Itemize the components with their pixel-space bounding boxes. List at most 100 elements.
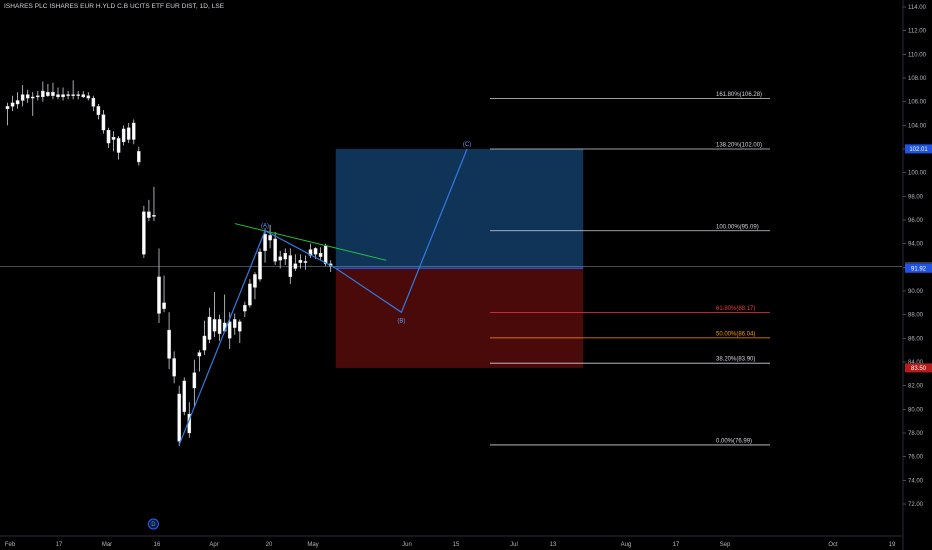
- candle-body: [147, 211, 151, 218]
- candle-body: [217, 319, 222, 334]
- price-badge-bg: [905, 144, 932, 154]
- price-badge-bg: [905, 363, 932, 373]
- x-tick-label: May: [307, 542, 318, 548]
- x-tick-label: Jun: [402, 542, 412, 548]
- y-tick-label: 80.00: [908, 407, 924, 413]
- candle-body: [303, 261, 308, 263]
- price-badge-label: 83.50: [911, 366, 927, 372]
- candle-body: [111, 137, 116, 140]
- y-tick-label: 82.00: [908, 384, 924, 390]
- candle-body: [298, 260, 303, 263]
- y-tick-label: 98.00: [908, 194, 924, 200]
- candle-body: [66, 94, 70, 96]
- elliott-wave-path[interactable]: (A) (B) (C): [178, 142, 471, 446]
- candle-body: [152, 215, 156, 217]
- candle-body: [116, 138, 121, 153]
- candle-body: [172, 358, 176, 377]
- fibonacci-levels[interactable]: 161.80%(106.28) 138.20%(102.00) 100.00%(95…: [490, 92, 770, 446]
- y-tick-label: 88.00: [908, 313, 924, 319]
- x-tick-label: Apr: [209, 542, 218, 548]
- wave-label: (B): [397, 318, 405, 324]
- candle-body: [137, 151, 141, 163]
- y-tick-label: 72.00: [908, 502, 924, 508]
- y-tick-label: 76.00: [908, 455, 924, 461]
- candle-body: [81, 94, 86, 98]
- marker-circle-shape: [147, 518, 159, 530]
- candle-body: [283, 252, 287, 260]
- marker-circle-label: D: [151, 522, 156, 528]
- wave-polyline: [178, 148, 468, 446]
- y-tick-label: 104.00: [908, 123, 927, 129]
- candle-body: [212, 319, 217, 332]
- fib-level-label: 0.00%(76.99): [716, 438, 752, 444]
- candle-body: [263, 234, 267, 251]
- x-tick-label: 16: [154, 542, 161, 548]
- y-tick-label: 84.00: [908, 360, 924, 366]
- candle-body: [56, 94, 60, 98]
- candle-body: [232, 319, 237, 328]
- time-axis[interactable]: Feb 17 Mar 16 Apr 20 May Jun 15 Jul 13 Aug 17 Sep Oct 1…: [0, 535, 902, 548]
- candle-body: [253, 274, 257, 288]
- candle-body: [76, 94, 80, 96]
- candle-body: [258, 251, 262, 280]
- green-trend-line: [234, 223, 387, 261]
- candle-body: [10, 102, 15, 107]
- marker-circle[interactable]: D: [147, 518, 159, 530]
- candle-body: [318, 252, 323, 257]
- candle-body: [46, 92, 50, 96]
- x-tick-label: Sep: [720, 542, 731, 548]
- chart-title: ISHARES PLC ISHARES EUR H.YLD C.B UCITS …: [4, 3, 225, 10]
- risk-reward-zones[interactable]: [335, 148, 584, 368]
- x-tick-label: Aug: [621, 542, 632, 548]
- candle-body: [96, 106, 101, 115]
- candle-body: [323, 245, 328, 264]
- y-tick-label: 90.00: [908, 289, 924, 295]
- y-tick-label: 94.00: [908, 242, 924, 248]
- y-tick-label: 86.00: [908, 336, 924, 342]
- candle-body: [227, 321, 232, 339]
- y-tick-label: 74.00: [908, 478, 924, 484]
- candle-body: [101, 114, 106, 131]
- candle-body: [142, 211, 146, 255]
- y-tick-label: 110.00: [908, 52, 927, 58]
- x-tick-label: 20: [266, 542, 273, 548]
- candlestick-series: [5, 80, 333, 447]
- candle-body: [293, 263, 298, 269]
- current-price-line: [0, 266, 902, 269]
- wave-label: (A): [261, 224, 269, 230]
- fib-level-label: 161.80%(106.28): [716, 92, 762, 98]
- candle-body: [313, 248, 318, 255]
- candle-body: [86, 95, 91, 99]
- price-badge-label: 102.01: [909, 147, 928, 153]
- candle-body: [121, 128, 126, 143]
- x-tick-label: 15: [453, 542, 460, 548]
- candle-body: [288, 255, 293, 277]
- candle-body: [20, 94, 25, 101]
- candle-body: [207, 316, 212, 340]
- candle-body: [91, 97, 96, 107]
- candle-body: [41, 90, 45, 98]
- candle-body: [268, 235, 272, 241]
- x-tick-label: 13: [550, 542, 557, 548]
- x-tick-label: 17: [673, 542, 680, 548]
- trend-line[interactable]: [234, 223, 387, 261]
- x-tick-label: Jul: [510, 542, 518, 548]
- y-tick-label: 114.00: [908, 5, 927, 11]
- candle-body: [273, 238, 277, 262]
- stop-zone: [335, 268, 584, 368]
- candle-body: [202, 335, 207, 351]
- candle-body: [162, 302, 166, 309]
- candle-body: [36, 95, 40, 98]
- y-tick-label: 100.00: [908, 171, 927, 177]
- y-tick-label: 106.00: [908, 100, 927, 106]
- candle-body: [15, 100, 20, 105]
- fib-level-label: 38.20%(83.90): [716, 357, 755, 363]
- candle-body: [243, 305, 247, 312]
- candle-body: [106, 129, 111, 144]
- candle-body: [278, 256, 282, 261]
- candle-body: [71, 94, 75, 96]
- fib-level-label: 61.80%(88.17): [716, 306, 755, 312]
- y-tick-label: 96.00: [908, 218, 924, 224]
- fib-level-label: 100.00%(95.09): [716, 224, 759, 230]
